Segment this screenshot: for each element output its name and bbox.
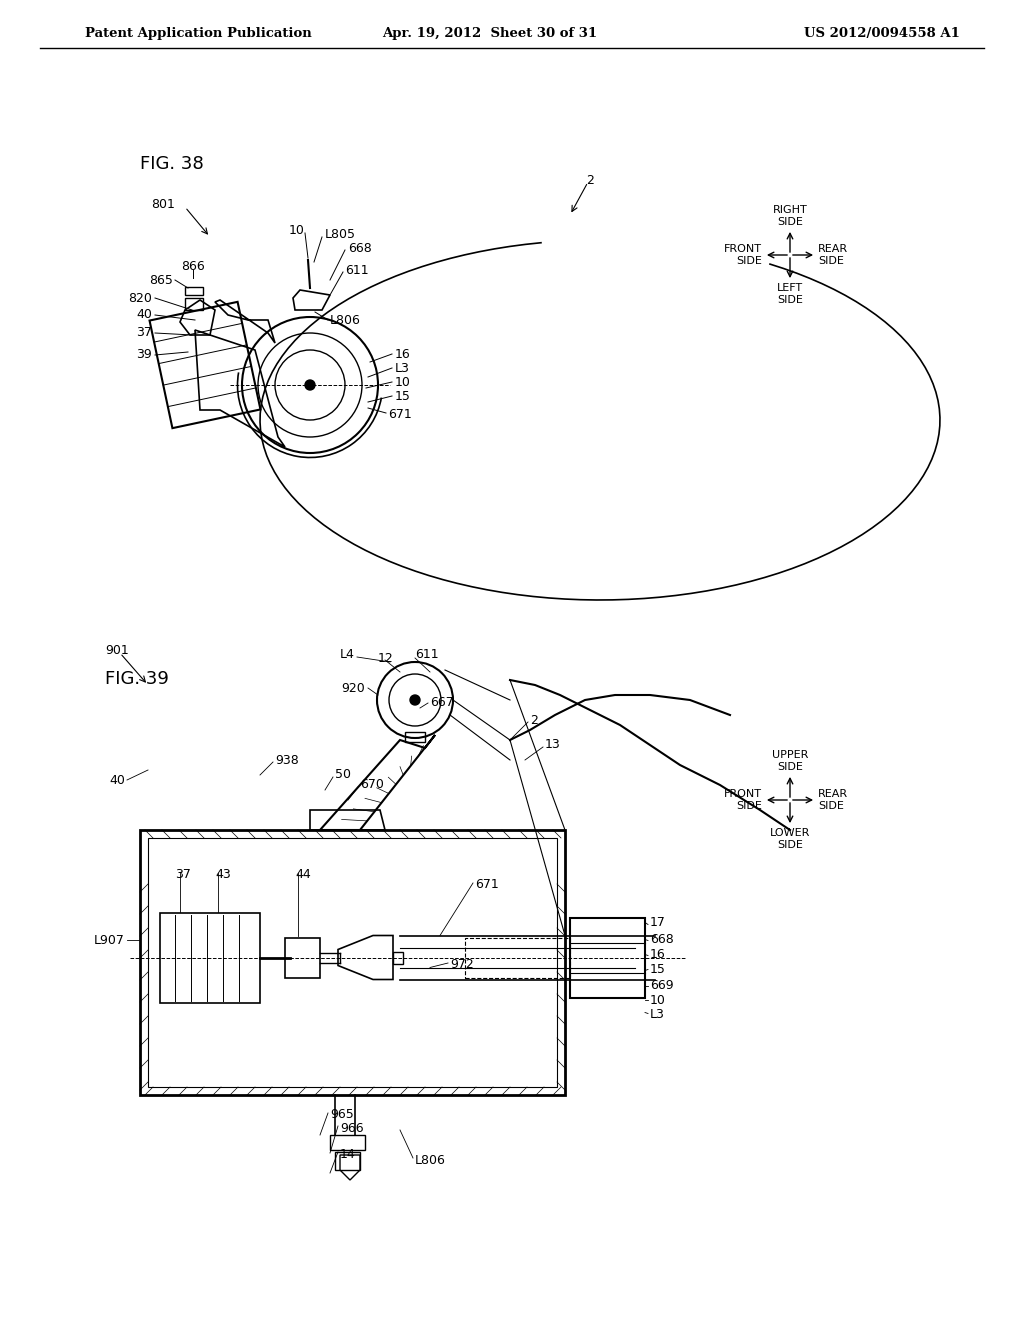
Text: 37: 37: [175, 869, 190, 882]
Text: 13: 13: [545, 738, 561, 751]
Text: 611: 611: [415, 648, 438, 661]
Text: 15: 15: [650, 964, 666, 975]
Text: 966: 966: [340, 1122, 364, 1134]
Text: 920: 920: [341, 681, 365, 694]
Text: 16: 16: [650, 948, 666, 961]
Bar: [335, 1152, 360, 1170]
Text: 43: 43: [215, 869, 230, 882]
Text: 611: 611: [345, 264, 369, 276]
Text: 10: 10: [650, 994, 666, 1007]
Text: 16: 16: [395, 347, 411, 360]
Text: 901: 901: [105, 644, 129, 656]
Text: FRONT
SIDE: FRONT SIDE: [724, 244, 762, 265]
Bar: [185, 298, 203, 310]
Text: 668: 668: [348, 242, 372, 255]
Text: 50: 50: [335, 768, 351, 781]
Bar: [406, 733, 425, 742]
Circle shape: [305, 380, 315, 389]
Bar: [160, 912, 260, 1002]
Text: 44: 44: [295, 869, 310, 882]
Text: 39: 39: [136, 348, 152, 362]
Text: 670: 670: [360, 779, 384, 792]
Text: UPPER
SIDE: UPPER SIDE: [772, 750, 808, 772]
Text: L3: L3: [395, 362, 410, 375]
Text: FIG. 39: FIG. 39: [105, 671, 169, 688]
Bar: [140, 830, 565, 1096]
Text: 15: 15: [395, 389, 411, 403]
Text: 668: 668: [650, 933, 674, 946]
Text: FRONT
SIDE: FRONT SIDE: [724, 789, 762, 810]
Bar: [465, 937, 570, 978]
Text: FIG. 38: FIG. 38: [140, 154, 204, 173]
Bar: [330, 1135, 365, 1150]
Text: 14: 14: [340, 1148, 355, 1162]
Text: L4: L4: [340, 648, 355, 661]
Circle shape: [410, 696, 420, 705]
Text: 820: 820: [128, 292, 152, 305]
Text: 671: 671: [475, 879, 499, 891]
Text: LOWER
SIDE: LOWER SIDE: [770, 828, 810, 850]
Text: Patent Application Publication: Patent Application Publication: [85, 26, 311, 40]
Text: REAR
SIDE: REAR SIDE: [818, 789, 848, 810]
Text: 2: 2: [530, 714, 538, 726]
Text: L907: L907: [94, 933, 125, 946]
Text: 972: 972: [450, 958, 474, 972]
Text: 866: 866: [181, 260, 205, 273]
Text: 671: 671: [388, 408, 412, 421]
Text: 40: 40: [136, 309, 152, 322]
Text: 965: 965: [330, 1109, 353, 1122]
Text: LEFT
SIDE: LEFT SIDE: [777, 282, 803, 305]
Text: 37: 37: [136, 326, 152, 339]
Text: RIGHT
SIDE: RIGHT SIDE: [773, 206, 807, 227]
Bar: [148, 838, 557, 1086]
Text: US 2012/0094558 A1: US 2012/0094558 A1: [804, 26, 961, 40]
Bar: [285, 937, 319, 978]
Bar: [185, 286, 203, 294]
Text: 801: 801: [152, 198, 175, 211]
Text: REAR
SIDE: REAR SIDE: [818, 244, 848, 265]
Bar: [393, 952, 403, 964]
Bar: [570, 917, 645, 998]
Text: 40: 40: [110, 774, 125, 787]
Text: 10: 10: [289, 223, 305, 236]
Text: 2: 2: [586, 173, 594, 186]
Text: 667: 667: [430, 696, 454, 709]
Text: 938: 938: [275, 754, 299, 767]
Text: L806: L806: [330, 314, 360, 326]
Text: 669: 669: [650, 979, 674, 993]
Text: L3: L3: [650, 1008, 665, 1020]
Text: L805: L805: [325, 228, 356, 242]
Text: L806: L806: [415, 1154, 445, 1167]
Text: 10: 10: [395, 375, 411, 388]
Text: 865: 865: [150, 273, 173, 286]
Text: 12: 12: [378, 652, 394, 664]
Text: 17: 17: [650, 916, 666, 929]
Text: Apr. 19, 2012  Sheet 30 of 31: Apr. 19, 2012 Sheet 30 of 31: [382, 26, 598, 40]
